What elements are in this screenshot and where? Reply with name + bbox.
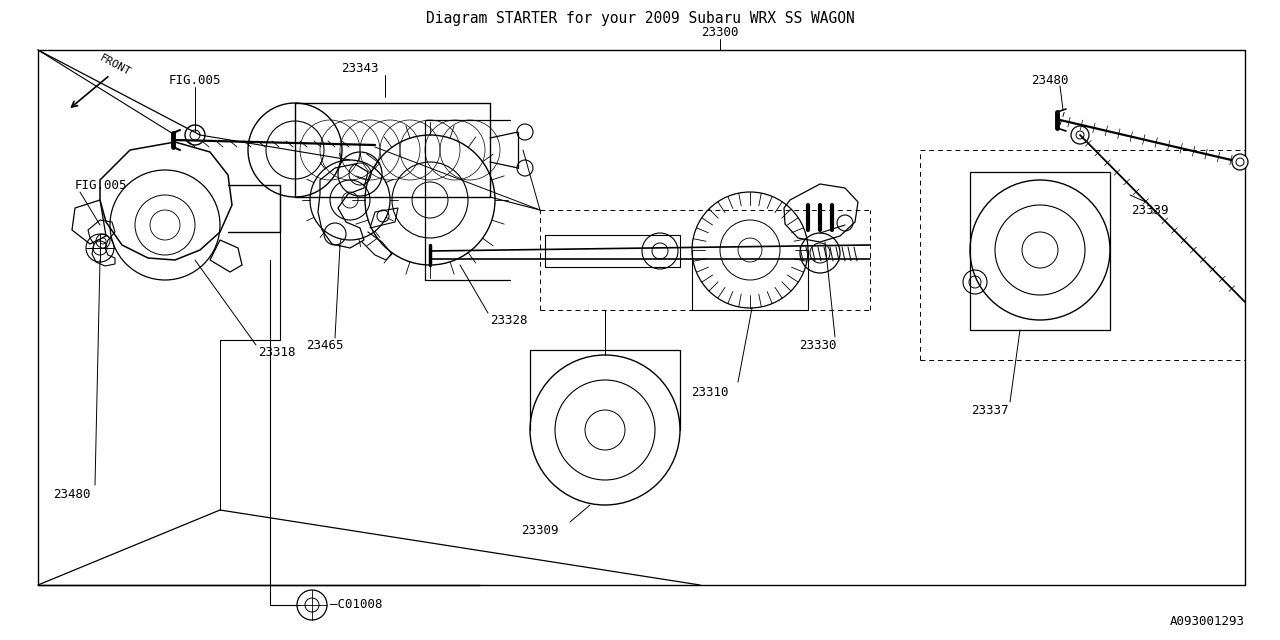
Text: FIG.005: FIG.005 — [169, 74, 221, 86]
Text: 23337: 23337 — [972, 403, 1009, 417]
Text: 23330: 23330 — [799, 339, 837, 351]
Text: 23328: 23328 — [490, 314, 527, 326]
Text: 23465: 23465 — [306, 339, 344, 351]
Text: Diagram STARTER for your 2009 Subaru WRX SS WAGON: Diagram STARTER for your 2009 Subaru WRX… — [426, 10, 854, 26]
Text: 23480: 23480 — [1032, 74, 1069, 86]
Text: FIG.005: FIG.005 — [76, 179, 128, 191]
Text: 23480: 23480 — [54, 488, 91, 502]
Text: 23300: 23300 — [701, 26, 739, 38]
Text: —C01008: —C01008 — [330, 598, 383, 611]
Text: 23318: 23318 — [259, 346, 296, 358]
Text: 23343: 23343 — [342, 61, 379, 74]
Circle shape — [1231, 154, 1248, 170]
Text: A093001293: A093001293 — [1170, 615, 1245, 628]
Text: 23339: 23339 — [1132, 204, 1169, 216]
Text: 23309: 23309 — [521, 524, 559, 536]
Text: FRONT: FRONT — [97, 52, 132, 77]
Text: 23310: 23310 — [691, 385, 728, 399]
